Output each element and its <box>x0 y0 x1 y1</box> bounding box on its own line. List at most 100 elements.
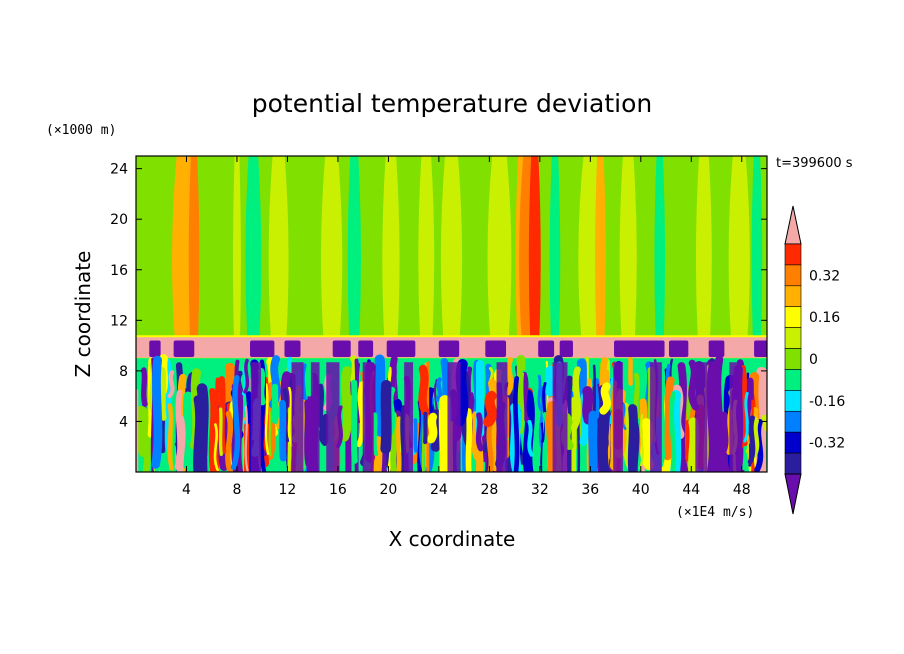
turbulence-streak <box>408 393 423 426</box>
upper-column <box>619 156 637 337</box>
turbulence-streak <box>521 371 530 423</box>
colorbar-swatch <box>784 452 802 475</box>
turbulence-streak <box>600 416 608 452</box>
turbulence-streak <box>520 372 525 434</box>
turbulence-streak <box>527 419 534 457</box>
colorbar-tick-label: 0.16 <box>809 310 840 326</box>
turbulence-streak <box>664 395 670 460</box>
x-tick-label: 44 <box>682 482 700 498</box>
turbulence-streak <box>658 386 667 468</box>
turbulence-streak <box>582 386 594 425</box>
turbulence-streak <box>287 386 294 447</box>
colorbar-swatch <box>784 410 802 433</box>
plot-area <box>136 156 767 472</box>
colorbar-tick-label: 0.32 <box>809 268 840 284</box>
time-label: t=399600 s <box>776 156 853 171</box>
colorbar-swatch <box>784 243 802 266</box>
turbulence-streak <box>167 403 174 471</box>
x-tick-label: 16 <box>329 482 347 498</box>
turbulence-streak <box>505 357 514 396</box>
tropopause-blob <box>386 340 416 357</box>
upper-column <box>728 156 750 337</box>
turbulence-streak <box>639 413 644 470</box>
turbulence-streak <box>427 412 438 444</box>
turbulence-streak <box>537 374 543 412</box>
troposphere-plume <box>613 362 623 472</box>
upper-column <box>528 156 541 337</box>
troposphere-plume <box>310 362 320 472</box>
turbulence-streak <box>627 404 639 472</box>
x-axis-label: X coordinate <box>389 527 516 551</box>
turbulence-streak <box>747 415 756 465</box>
turbulence-streak <box>390 361 398 401</box>
upper-column <box>654 156 666 337</box>
x-tick-label: 28 <box>480 482 498 498</box>
troposphere-plume <box>291 362 304 472</box>
turbulence-streak <box>688 359 700 411</box>
upper-column <box>751 156 763 337</box>
x-tick-label: 24 <box>430 482 448 498</box>
turbulence-streak <box>356 381 366 448</box>
turbulence-streak <box>351 379 358 464</box>
tropopause-blob <box>284 340 301 357</box>
turbulence-streak <box>230 375 241 470</box>
turbulence-streak <box>395 416 402 472</box>
turbulence-streak <box>279 399 287 462</box>
turbulence-streak <box>182 391 194 470</box>
x-axis: 4 8 12 16 20 24 28 32 36 40 44 48 <box>182 156 751 498</box>
troposphere-plume <box>250 362 262 472</box>
turbulence-streak <box>413 418 418 453</box>
turbulence-streak <box>268 410 272 457</box>
turbulence-streak <box>306 359 313 397</box>
turbulence-streak <box>136 405 150 458</box>
y-tick-label: 16 <box>110 263 128 279</box>
tropopause-blob <box>754 340 767 357</box>
colorbar-swatch <box>784 306 802 328</box>
x-tick-label: 20 <box>379 482 397 498</box>
upper-column <box>232 156 241 337</box>
turbulence-streak <box>167 370 175 399</box>
tropopause-blob <box>708 340 725 357</box>
x-tick-label: 36 <box>581 482 599 498</box>
troposphere-plume <box>496 362 508 472</box>
upper-column <box>188 156 200 337</box>
colorbar-tick-label: -0.32 <box>809 436 845 452</box>
colorbar-swatch <box>784 390 802 412</box>
troposphere-plume <box>326 362 340 472</box>
turbulence-streak <box>264 383 270 456</box>
x-tick-label: 4 <box>182 482 191 498</box>
troposphere-plume <box>447 362 461 472</box>
x-unit-label: (×1E4 m/s) <box>676 505 754 520</box>
troposphere-plume <box>404 362 414 472</box>
turbulence-streak <box>677 362 689 472</box>
turbulence-streak <box>243 358 250 394</box>
troposphere-plume <box>729 362 739 472</box>
tropopause-top-edge <box>136 335 767 338</box>
colorbar-min-triangle <box>784 473 802 515</box>
upper-column <box>595 156 606 337</box>
turbulence-streak <box>380 379 392 454</box>
turbulence-streak <box>257 367 266 406</box>
upper-column <box>549 156 561 337</box>
colorbar: -0.32 -0.16 0 0.16 0.32 <box>784 205 845 515</box>
turbulence-streak <box>688 417 700 472</box>
turbulence-streak <box>588 410 598 472</box>
upper-column <box>440 156 463 337</box>
tropopause-blob <box>485 340 507 357</box>
y-tick-label: 24 <box>110 162 128 178</box>
tropopause-blob <box>559 340 573 357</box>
y-tick-label: 4 <box>119 414 128 430</box>
upper-column <box>347 156 361 337</box>
upper-column <box>268 156 289 337</box>
y-tick-label: 20 <box>110 212 128 228</box>
tropopause-blob <box>538 340 555 357</box>
turbulence-streak <box>141 367 148 407</box>
turbulence-streak <box>483 390 498 428</box>
turbulence-streak <box>318 414 328 447</box>
turbulence-streak <box>546 401 557 472</box>
turbulence-streak <box>435 377 443 402</box>
turbulence-streak <box>374 354 386 437</box>
y-axis: 4 8 12 16 20 24 <box>110 162 767 430</box>
turbulence-streak <box>475 412 484 452</box>
